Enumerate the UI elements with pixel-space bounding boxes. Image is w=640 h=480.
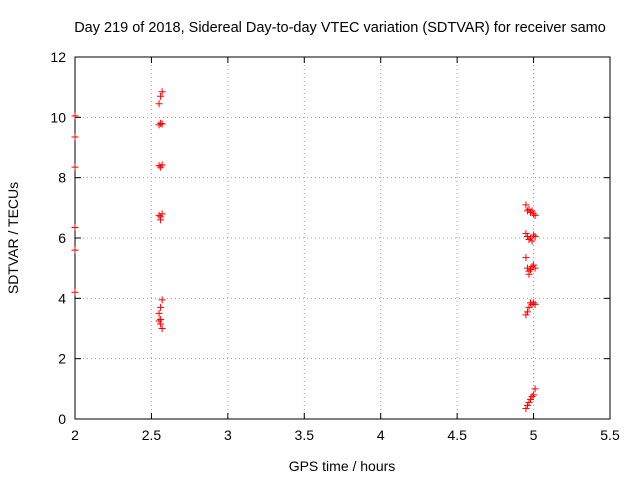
data-point-marker bbox=[71, 112, 79, 120]
data-point-marker bbox=[522, 254, 530, 262]
x-axis-label: GPS time / hours bbox=[289, 458, 396, 474]
y-tick-label: 8 bbox=[58, 170, 66, 186]
data-point-marker bbox=[531, 264, 539, 272]
data-point-marker bbox=[528, 237, 536, 245]
data-point-marker bbox=[531, 232, 539, 240]
data-point-marker bbox=[522, 229, 530, 237]
data-point-marker bbox=[158, 88, 166, 96]
y-tick-label: 0 bbox=[58, 411, 66, 427]
data-point-marker bbox=[523, 308, 531, 316]
data-point-marker bbox=[522, 311, 530, 319]
x-tick-label: 5 bbox=[530, 427, 538, 443]
data-point-marker bbox=[523, 401, 531, 409]
data-point-marker bbox=[527, 234, 535, 242]
data-point-marker bbox=[157, 119, 165, 127]
data-point-marker bbox=[71, 288, 79, 296]
data-point-marker bbox=[530, 391, 538, 399]
data-point-marker bbox=[155, 162, 163, 170]
data-point-marker bbox=[527, 395, 535, 403]
data-point-marker bbox=[155, 121, 163, 129]
data-point-marker bbox=[158, 161, 166, 169]
y-tick-label: 10 bbox=[50, 109, 66, 125]
data-point-marker bbox=[530, 231, 538, 239]
x-tick-label: 3 bbox=[224, 427, 232, 443]
y-tick-label: 12 bbox=[50, 49, 66, 65]
data-point-marker bbox=[71, 223, 79, 231]
y-tick-label: 4 bbox=[58, 290, 66, 306]
data-point-marker bbox=[525, 270, 533, 278]
data-point-marker bbox=[531, 211, 539, 219]
data-point-marker bbox=[528, 207, 536, 215]
data-point-marker bbox=[71, 133, 79, 141]
data-point-marker bbox=[527, 208, 535, 216]
data-point-marker bbox=[525, 398, 533, 406]
data-point-marker bbox=[522, 201, 530, 209]
y-tick-label: 2 bbox=[58, 351, 66, 367]
data-point-marker bbox=[523, 264, 531, 272]
chart-title: Day 219 of 2018, Sidereal Day-to-day VTE… bbox=[74, 20, 606, 36]
data-point-marker bbox=[155, 211, 163, 219]
data-point-marker bbox=[522, 404, 530, 412]
data-point-marker bbox=[157, 216, 165, 224]
data-point-marker bbox=[531, 385, 539, 393]
data-point-marker bbox=[158, 120, 166, 128]
data-point-marker bbox=[71, 163, 79, 171]
data-point-marker bbox=[157, 320, 165, 328]
data-point-marker bbox=[525, 303, 533, 311]
x-tick-label: 3.5 bbox=[295, 427, 315, 443]
data-point-marker bbox=[155, 100, 163, 108]
data-point-marker bbox=[157, 303, 165, 311]
data-point-marker bbox=[158, 210, 166, 218]
data-point-marker bbox=[527, 266, 535, 274]
data-point-marker bbox=[155, 309, 163, 317]
data-point-marker bbox=[157, 92, 165, 100]
data-point-marker bbox=[525, 236, 533, 244]
data-point-marker bbox=[530, 261, 538, 269]
x-tick-label: 4 bbox=[377, 427, 385, 443]
data-point-marker bbox=[523, 232, 531, 240]
data-point-marker bbox=[531, 300, 539, 308]
y-axis-label: SDTVAR / TECUs bbox=[5, 182, 21, 294]
data-point-marker bbox=[528, 263, 536, 271]
data-point-marker bbox=[158, 325, 166, 332]
y-tick-label: 6 bbox=[58, 230, 66, 246]
data-points bbox=[71, 88, 539, 412]
x-tick-label: 5.5 bbox=[600, 427, 620, 443]
x-tick-label: 2.5 bbox=[142, 427, 162, 443]
data-point-marker bbox=[530, 299, 538, 307]
data-point-marker bbox=[528, 392, 536, 400]
x-tick-label: 4.5 bbox=[447, 427, 467, 443]
data-point-marker bbox=[525, 205, 533, 213]
x-tick-label: 2 bbox=[71, 427, 79, 443]
data-point-marker bbox=[71, 246, 79, 254]
data-point-marker bbox=[530, 210, 538, 218]
data-point-marker bbox=[158, 296, 166, 304]
data-point-marker bbox=[155, 317, 163, 325]
